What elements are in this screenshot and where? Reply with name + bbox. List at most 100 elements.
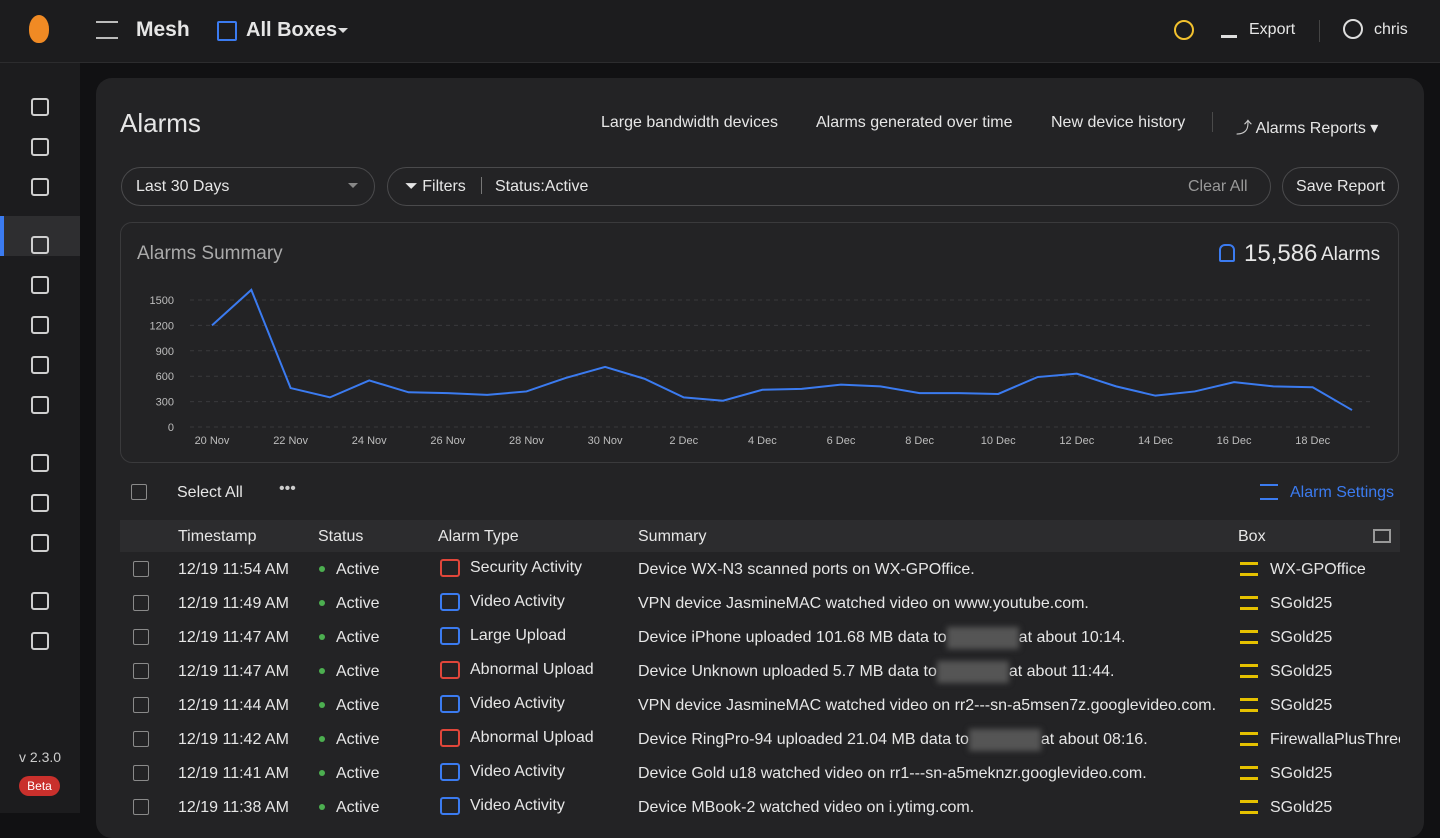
box-icon (1240, 800, 1258, 814)
filter-bar[interactable] (387, 167, 1271, 206)
x-tick-label: 28 Nov (509, 435, 544, 447)
box-name: SGold25 (1270, 663, 1333, 680)
nav-icon[interactable] (31, 356, 49, 374)
timestamp: 12/19 11:47 AM (178, 663, 289, 680)
timestamp: 12/19 11:44 AM (178, 697, 289, 714)
alarm-type: Abnormal Upload (470, 729, 594, 746)
alarms-chart: 0 300 600 900 1200 1500 20 Nov 22 Nov 24 Nov 26 N… (150, 288, 1373, 447)
caret (338, 28, 348, 38)
table-row[interactable]: 12/19 11:49 AM Active Video Activity VPN de… (120, 586, 1400, 620)
status-icon[interactable] (1174, 20, 1194, 40)
version: v 2.3.0 (19, 749, 62, 765)
type-icon (440, 627, 460, 645)
summary-text: Device Unknown uploaded 5.7 MB data to (638, 663, 937, 680)
nav-icon[interactable] (31, 316, 49, 334)
x-tick-label: 24 Nov (352, 435, 387, 447)
report-link[interactable]: Large bandwidth devices (601, 114, 779, 131)
box-selector[interactable]: All Boxes (246, 19, 338, 41)
row-checkbox[interactable] (133, 629, 149, 645)
x-tick-label: 30 Nov (588, 435, 623, 447)
redacted (946, 626, 1019, 649)
x-tick-label: 10 Dec (981, 435, 1016, 447)
table-row[interactable]: 12/19 11:38 AM Active Video Activity Device… (120, 790, 1400, 824)
filters-button[interactable]: ⏷ Filters (405, 178, 466, 195)
table-row[interactable]: 12/19 11:41 AM Active Video Activity Device… (120, 756, 1400, 790)
box-icon (1240, 562, 1258, 576)
summary-panel (120, 222, 1399, 463)
select-all[interactable]: Select All (177, 484, 243, 501)
row-checkbox[interactable] (133, 731, 149, 747)
status: Active (336, 731, 380, 748)
summary-text: VPN device JasmineMAC watched video on w… (638, 595, 1089, 612)
x-tick-label: 2 Dec (669, 435, 698, 447)
summary-text: at about 11:44. (1008, 663, 1115, 680)
y-tick-label: 300 (156, 397, 174, 409)
row-checkbox[interactable] (133, 561, 149, 577)
summary-text: Device MBook-2 watched video on i.ytimg.… (638, 799, 975, 816)
divider (481, 177, 482, 194)
type-icon (440, 559, 460, 577)
table-row[interactable]: 12/19 11:47 AM Active Large Upload Device i… (120, 620, 1400, 654)
nav-icon[interactable] (31, 396, 49, 414)
user-name[interactable]: chris (1374, 21, 1408, 38)
nav-icon[interactable] (31, 494, 49, 512)
summary: VPN device JasmineMAC watched video on r… (638, 697, 1216, 715)
redacted (936, 660, 1009, 683)
reports-label: Alarms Reports (1255, 120, 1366, 137)
x-tick-label: 18 Dec (1295, 435, 1330, 447)
box-icon (1240, 732, 1258, 746)
box-icon (1240, 630, 1258, 644)
page-title: Alarms (120, 108, 201, 138)
summary: VPN device JasmineMAC watched video on w… (638, 595, 1089, 613)
columns-icon[interactable] (1373, 529, 1391, 543)
table-row[interactable]: 12/19 11:44 AM Active Video Activity VPN de… (120, 688, 1400, 722)
summary: Device WX-N3 scanned ports on WX-GPOffic… (638, 561, 975, 579)
summary: Device RingPro-94 uploaded 21.04 MB data… (638, 728, 1148, 751)
menu-icon[interactable] (96, 21, 118, 39)
nav-icon[interactable] (31, 454, 49, 472)
export[interactable]: Export (1249, 21, 1296, 38)
nav-icon[interactable] (31, 276, 49, 294)
alarm-settings[interactable]: Alarm Settings (1290, 484, 1395, 501)
nav-icon[interactable] (31, 236, 49, 254)
x-tick-label: 12 Dec (1059, 435, 1094, 447)
save-report[interactable]: Save Report (1282, 167, 1399, 206)
more-menu[interactable]: ••• (279, 480, 296, 497)
alarm-type: Security Activity (470, 559, 583, 576)
column-header: Status (318, 528, 364, 545)
row-checkbox[interactable] (133, 595, 149, 611)
timestamp: 12/19 11:49 AM (178, 595, 289, 612)
nav-icon[interactable] (31, 632, 49, 650)
timestamp: 12/19 11:42 AM (178, 731, 289, 748)
nav-icon[interactable] (31, 534, 49, 552)
row-checkbox[interactable] (133, 765, 149, 781)
nav-icon[interactable] (31, 98, 49, 116)
divider (1212, 112, 1213, 132)
reports-menu[interactable]: ⤴ Alarms Reports ▾ (1236, 120, 1379, 137)
table-row[interactable]: 12/19 11:42 AM Active Abnormal Upload Devic… (120, 722, 1400, 756)
row-checkbox[interactable] (133, 697, 149, 713)
report-link[interactable]: New device history (1051, 114, 1186, 131)
clear-all[interactable]: Clear All (1188, 178, 1248, 195)
row-checkbox[interactable] (133, 663, 149, 679)
date-select[interactable] (121, 167, 375, 206)
divider (1319, 20, 1320, 42)
x-tick-label: 16 Dec (1217, 435, 1252, 447)
nav-icon[interactable] (31, 592, 49, 610)
top-bar: Mesh All Boxes Export chris (0, 0, 1440, 63)
select-all-checkbox[interactable] (131, 484, 147, 500)
nav-icon[interactable] (31, 138, 49, 156)
type-icon (440, 763, 460, 781)
x-tick-label: 8 Dec (905, 435, 934, 447)
column-header: Alarm Type (438, 528, 519, 545)
report-link[interactable]: Alarms generated over time (816, 114, 1013, 131)
redacted (968, 728, 1041, 751)
alarm-type: Video Activity (470, 797, 565, 814)
nav-icon[interactable] (31, 178, 49, 196)
status-dot (319, 736, 325, 742)
alarm-type: Abnormal Upload (470, 661, 594, 678)
summary-text: VPN device JasmineMAC watched video on r… (638, 697, 1217, 714)
status: Active (336, 629, 380, 646)
table-row[interactable]: 12/19 11:47 AM Active Abnormal Upload Devic… (120, 654, 1400, 688)
table-row[interactable]: 12/19 11:54 AM Active Security Activity Dev… (120, 552, 1400, 586)
